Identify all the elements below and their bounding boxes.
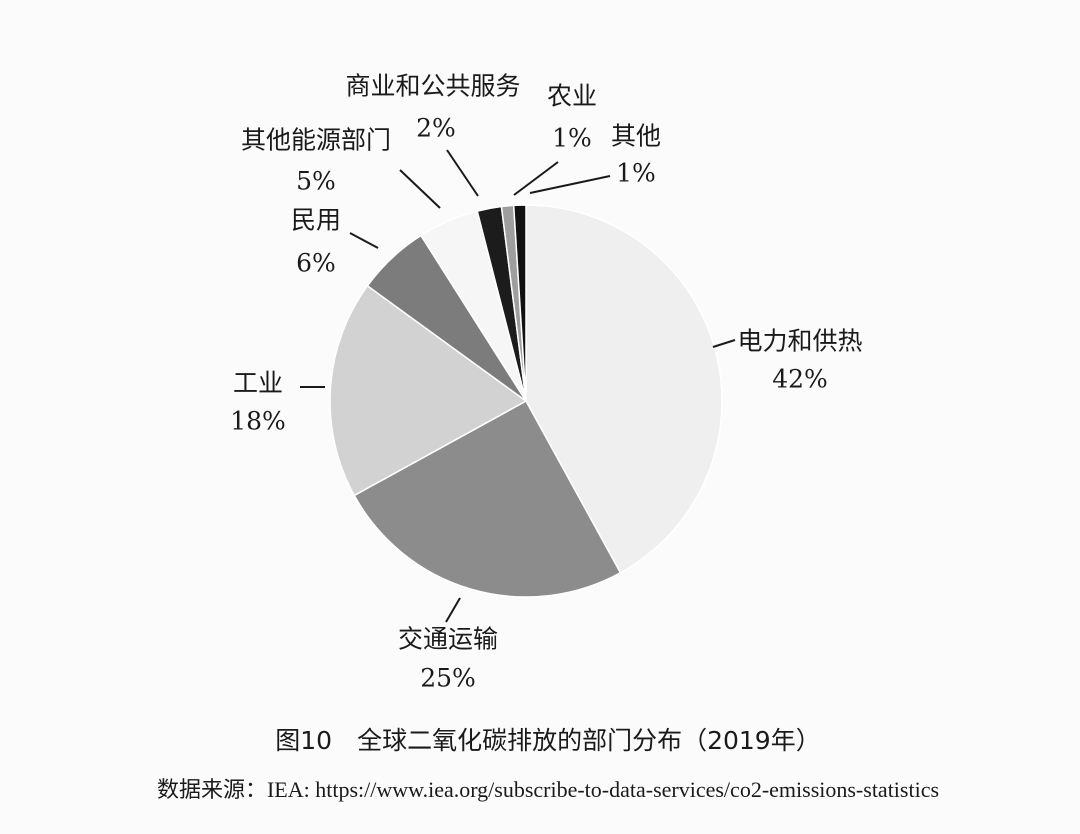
slice-value-label: 1%: [552, 124, 592, 153]
slice-label: 电力和供热: [737, 327, 862, 356]
slice-label: 农业: [547, 82, 597, 111]
slice-label: 商业和公共服务: [345, 72, 520, 101]
slice-label: 民用: [291, 206, 341, 235]
chart-title: 图10 全球二氧化碳排放的部门分布（2019年）: [275, 726, 820, 755]
slice-value-label: 1%: [616, 159, 656, 188]
slice-value-label: 6%: [296, 249, 336, 278]
pie-slice: [512, 204, 527, 402]
slice-value-label: 18%: [230, 407, 286, 436]
slice-label: 其他能源部门: [241, 126, 391, 155]
leader-line: [349, 232, 379, 249]
slice-label: 其他: [611, 122, 661, 151]
leader-line: [399, 169, 441, 209]
slice-label: 工业: [233, 369, 283, 398]
pie-slice: [329, 284, 528, 497]
slice-value-label: 42%: [772, 365, 828, 394]
pie-slice: [525, 204, 723, 574]
leader-line: [513, 161, 559, 196]
slice-value-label: 5%: [296, 167, 336, 196]
leader-line: [529, 175, 611, 194]
leader-line: [446, 149, 479, 197]
leader-line: [712, 339, 736, 348]
slice-label: 交通运输: [398, 625, 498, 654]
slice-value-label: 2%: [416, 114, 456, 143]
source-note: 数据来源：IEA: https://www.iea.org/subscribe-…: [157, 777, 939, 802]
slice-value-label: 25%: [420, 664, 476, 693]
pie-slice: [353, 399, 622, 598]
leader-line: [445, 597, 461, 623]
